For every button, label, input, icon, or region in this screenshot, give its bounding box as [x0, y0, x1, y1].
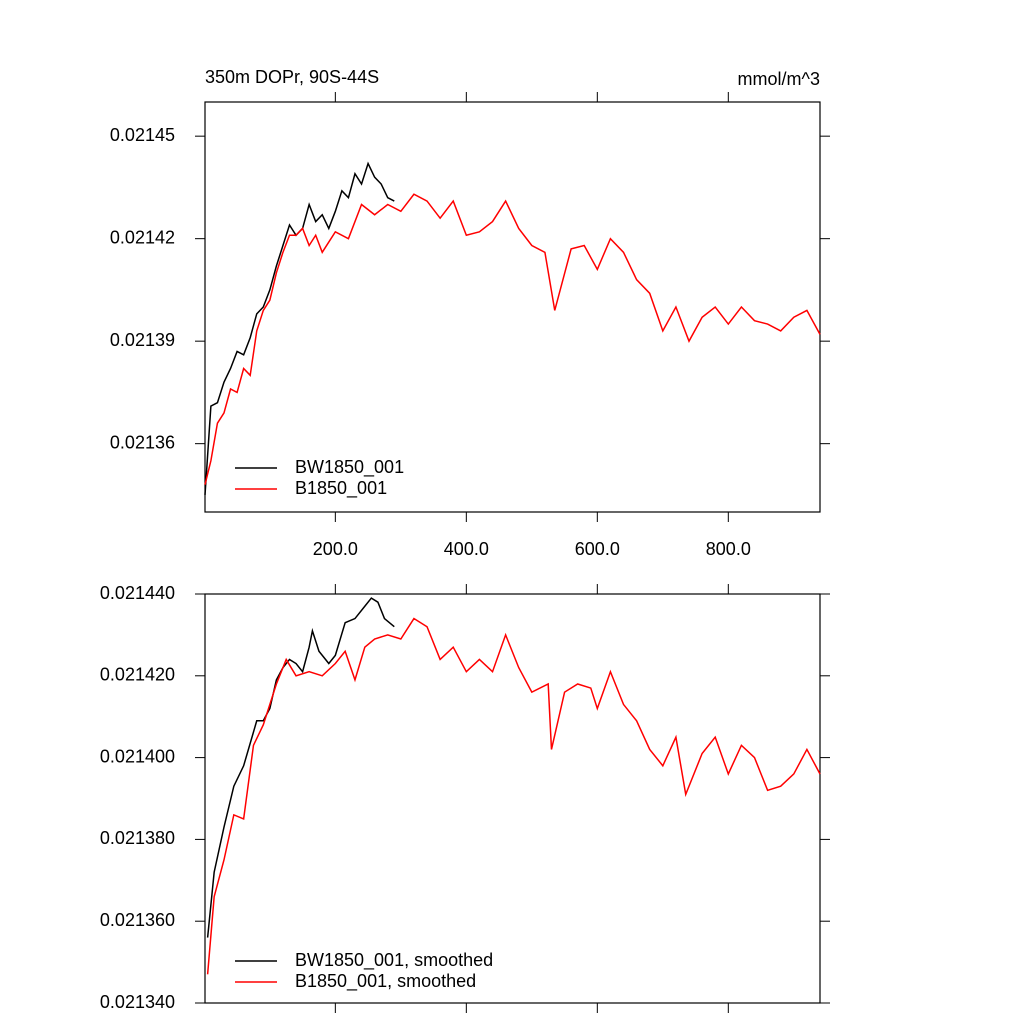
y-tick-label: 0.021340: [100, 992, 175, 1012]
x-tick-label: 200.0: [313, 539, 358, 559]
series-line: [204, 193, 821, 485]
series-line: [206, 617, 821, 975]
units-label: mmol/m^3: [738, 69, 820, 89]
x-tick-label: 800.0: [706, 539, 751, 559]
series-line: [206, 597, 395, 938]
plot-frame: [204, 593, 821, 1004]
plot-frame: [204, 101, 821, 513]
y-tick-label: 0.02142: [110, 227, 175, 247]
y-tick-label: 0.02145: [110, 125, 175, 145]
y-tick-label: 0.02136: [110, 432, 175, 452]
y-tick-label: 0.021380: [100, 828, 175, 848]
chart-title: 350m DOPr, 90S-44S: [205, 67, 379, 87]
y-tick-label: 0.02139: [110, 330, 175, 350]
legend-label: B1850_001: [295, 478, 387, 499]
x-tick-label: 600.0: [575, 539, 620, 559]
x-tick-label: 400.0: [444, 539, 489, 559]
y-tick-label: 0.021360: [100, 910, 175, 930]
legend-label: B1850_001, smoothed: [295, 971, 476, 992]
y-tick-label: 0.021440: [100, 583, 175, 603]
legend-label: BW1850_001, smoothed: [295, 950, 493, 971]
y-tick-label: 0.021400: [100, 746, 175, 766]
y-tick-label: 0.021420: [100, 665, 175, 685]
series-line: [204, 161, 395, 495]
legend-label: BW1850_001: [295, 457, 404, 478]
